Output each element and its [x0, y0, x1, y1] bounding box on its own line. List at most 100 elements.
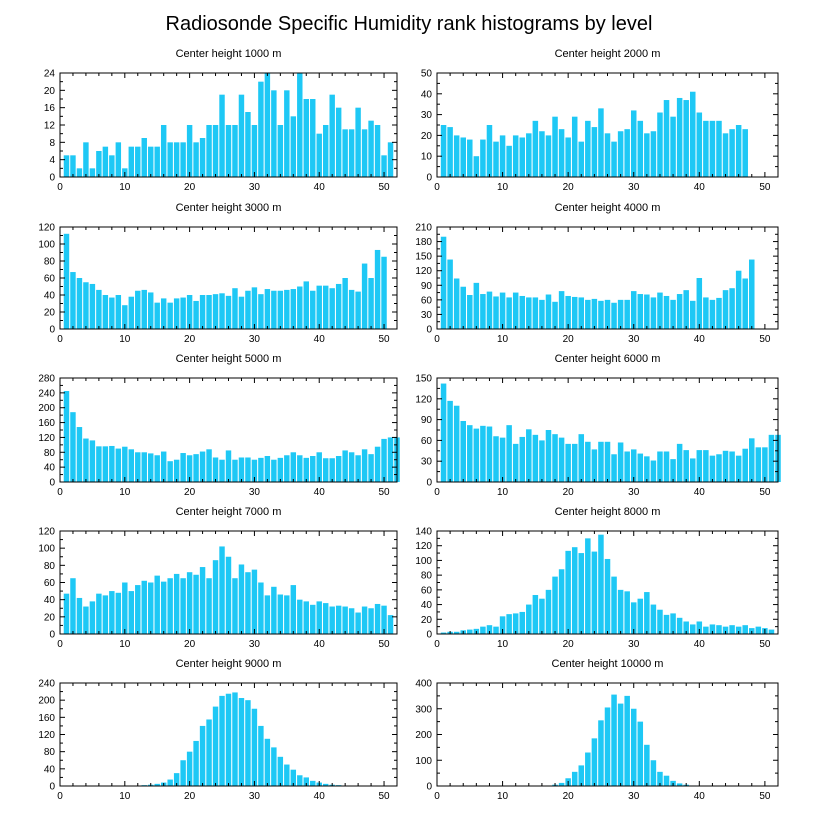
y-tick-label: 0: [426, 478, 432, 489]
histogram-bar: [303, 777, 309, 786]
histogram-bar: [329, 606, 335, 634]
y-tick-label: 40: [421, 89, 433, 100]
histogram-bar: [493, 296, 499, 329]
x-tick-label: 10: [497, 182, 509, 193]
histogram-bar: [219, 293, 225, 329]
histogram-bar: [96, 446, 102, 482]
histogram-bar: [219, 94, 225, 177]
histogram-bar: [604, 707, 611, 786]
histogram-bar: [355, 107, 361, 177]
x-tick-label: 50: [759, 334, 771, 345]
histogram-bar: [115, 592, 122, 634]
histogram-bar: [591, 127, 598, 177]
histogram-bar: [70, 155, 76, 177]
histogram-bar: [83, 606, 89, 634]
histogram-bar: [173, 459, 180, 482]
histogram-bar: [690, 91, 696, 177]
histogram-bar: [630, 708, 637, 786]
histogram-bar: [440, 383, 447, 482]
histogram-bar: [742, 625, 748, 634]
x-tick-label: 50: [759, 487, 771, 498]
y-tick-label: 90: [421, 415, 433, 426]
histogram-bar: [361, 449, 368, 482]
histogram-bar: [135, 452, 141, 482]
x-tick-label: 20: [563, 182, 575, 193]
x-tick-label: 30: [628, 182, 640, 193]
histogram-bar: [512, 135, 519, 177]
y-tick-label: 16: [44, 103, 56, 114]
histogram-bar: [348, 608, 355, 634]
panel-title: Center height 3000 m: [176, 202, 282, 214]
histogram-bar: [676, 443, 683, 482]
histogram-bar: [102, 595, 109, 635]
histogram-bar: [264, 73, 271, 177]
histogram-bar: [604, 441, 611, 482]
histogram-bar: [173, 773, 180, 787]
histogram-bar: [251, 569, 258, 635]
histogram-bar: [637, 294, 644, 329]
histogram-bar: [303, 99, 309, 177]
histogram-bar: [154, 575, 160, 634]
histogram-panel: Center height 6000 m 0 30 60 90 120 150 0 10 20 30…: [415, 353, 781, 498]
histogram-bar: [199, 295, 206, 329]
histogram-bar: [290, 769, 297, 786]
x-tick-label: 0: [57, 639, 63, 650]
x-tick-label: 20: [563, 487, 575, 498]
x-tick-label: 50: [378, 334, 390, 345]
x-tick-label: 10: [119, 182, 131, 193]
x-tick-label: 0: [57, 182, 63, 193]
histogram-bar: [545, 294, 552, 329]
x-tick-label: 40: [314, 639, 326, 650]
histogram-bar: [355, 612, 361, 634]
x-tick-label: 50: [759, 182, 771, 193]
histogram-bar: [552, 576, 558, 634]
histogram-bar: [571, 771, 578, 786]
histogram-bar: [473, 282, 480, 329]
histogram-bar: [735, 270, 742, 329]
histogram-bar: [650, 131, 657, 177]
histogram-bar: [342, 450, 348, 482]
histogram-bar: [545, 589, 552, 634]
panel-title: Center height 4000 m: [555, 202, 661, 214]
histogram-bar: [355, 291, 361, 329]
histogram-bar: [206, 449, 212, 482]
histogram-bar: [232, 692, 238, 786]
histogram-bar: [284, 764, 290, 786]
histogram-bar: [89, 440, 96, 482]
histogram-bar: [297, 455, 303, 482]
histogram-bar: [160, 451, 167, 482]
histogram-bar: [368, 608, 374, 634]
y-tick-label: 12: [44, 121, 56, 132]
x-tick-label: 50: [378, 487, 390, 498]
histogram-bar: [742, 448, 748, 482]
histogram-bar: [552, 434, 558, 482]
histogram-bar: [128, 449, 135, 482]
histogram-bar: [676, 294, 683, 329]
histogram-bar: [558, 129, 565, 177]
y-tick-label: 60: [421, 585, 433, 596]
histogram-bar: [258, 81, 264, 177]
histogram-bar: [83, 438, 89, 482]
histogram-bar: [225, 295, 232, 329]
y-tick-label: 20: [44, 86, 56, 97]
x-tick-label: 0: [434, 334, 440, 345]
histogram-bar: [316, 452, 322, 482]
histogram-panel: Center height 7000 m 0 20 40 60 80 100 120 0 10 20…: [38, 506, 398, 650]
histogram-bar: [657, 771, 663, 786]
x-tick-label: 40: [314, 487, 326, 498]
histogram-bar: [663, 614, 670, 634]
histogram-bar: [480, 626, 486, 634]
histogram-bar: [644, 294, 650, 329]
y-tick-label: 60: [421, 295, 433, 306]
y-tick-label: 120: [415, 394, 432, 405]
x-tick-label: 40: [694, 791, 706, 802]
histogram-bar: [578, 765, 585, 786]
histogram-bar: [565, 443, 571, 482]
histogram-bar: [729, 129, 735, 177]
histogram-bar: [206, 719, 212, 786]
histogram-bar: [722, 450, 729, 482]
y-tick-label: 40: [44, 463, 56, 474]
histogram-bar: [447, 127, 453, 177]
histogram-bar: [768, 434, 775, 482]
histogram-bar: [650, 460, 657, 482]
